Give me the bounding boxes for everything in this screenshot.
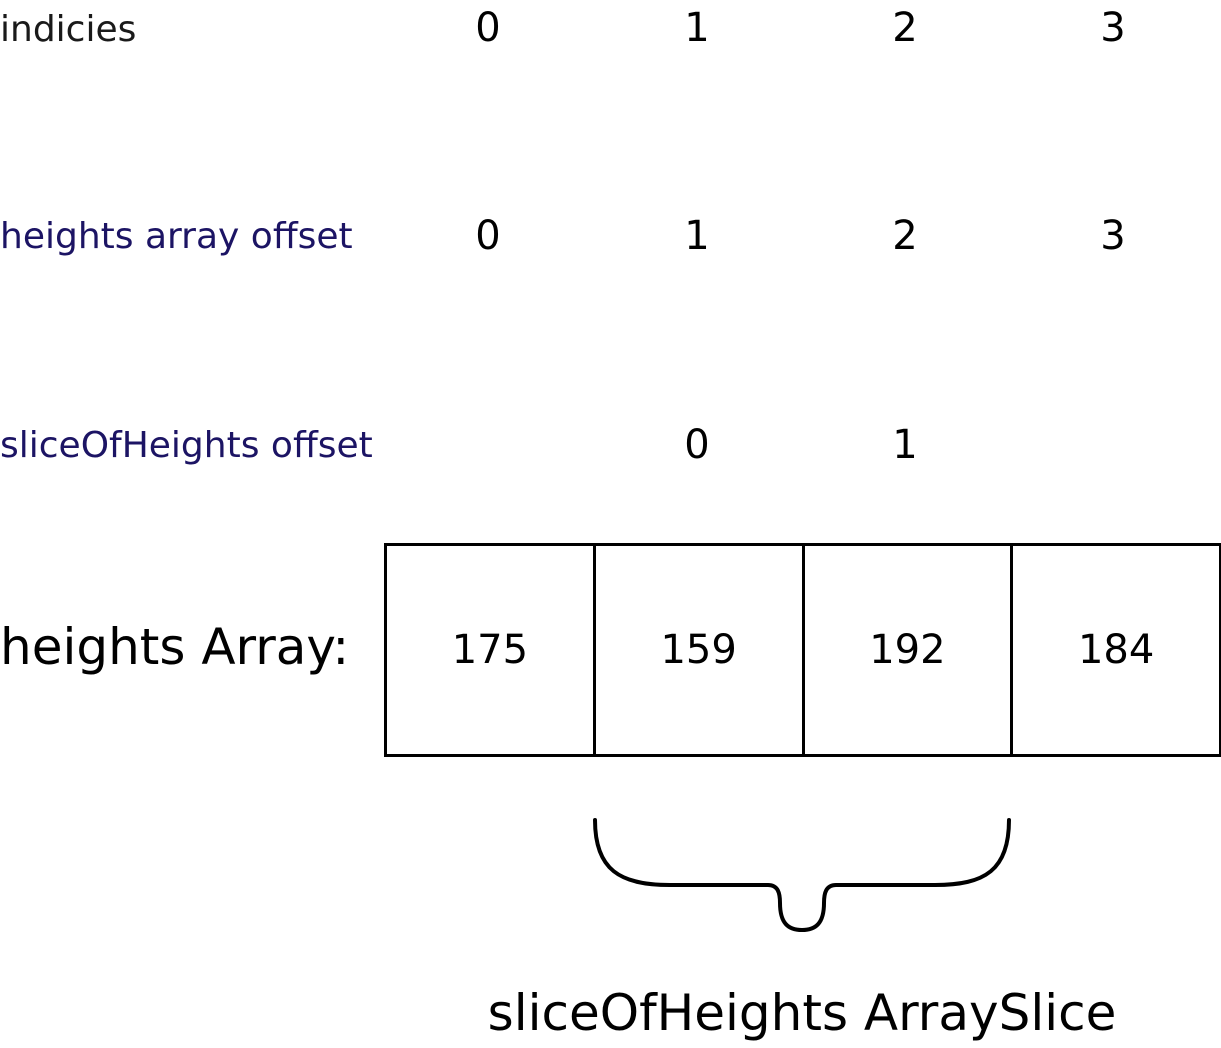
heights-offset-3: 3 [1100, 213, 1126, 259]
heights-offset-2: 2 [892, 213, 918, 259]
heights-offset-1: 1 [684, 213, 710, 259]
slice-brace [593, 818, 1011, 932]
array-cell-3: 184 [1010, 546, 1219, 754]
heights-offset-label: heights array offset [0, 216, 353, 257]
heights-array: 175 159 192 184 [384, 543, 1221, 757]
slice-offset-0: 0 [684, 422, 710, 468]
slice-label: sliceOfHeights ArraySlice [487, 984, 1117, 1042]
slice-offset-1: 1 [892, 422, 918, 468]
array-cell-1: 159 [592, 546, 802, 754]
slice-offset-label: sliceOfHeights offset [0, 425, 373, 466]
index-2: 2 [892, 5, 918, 51]
array-cell-2: 192 [801, 546, 1011, 754]
array-cell-0: 175 [451, 627, 529, 673]
heights-array-label: heights Array: [0, 618, 350, 676]
indices-label: indicies [0, 9, 137, 50]
index-3: 3 [1100, 5, 1126, 51]
heights-offset-0: 0 [475, 213, 501, 259]
index-0: 0 [475, 5, 501, 51]
index-1: 1 [684, 5, 710, 51]
